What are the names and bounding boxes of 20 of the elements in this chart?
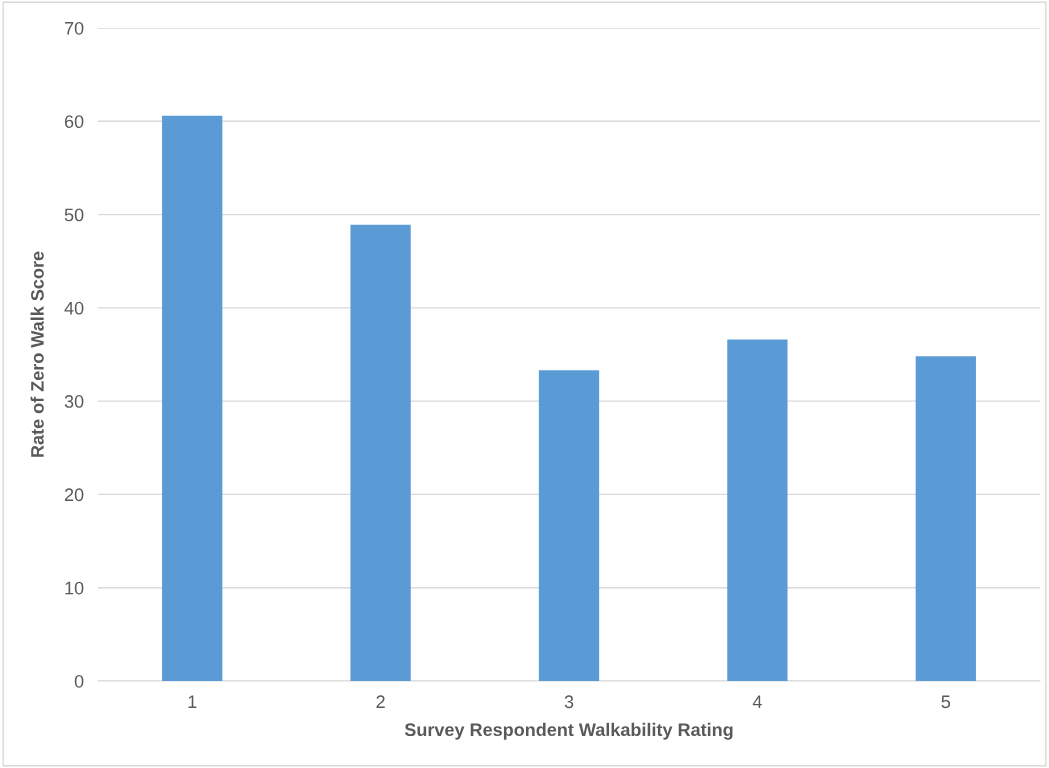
bar [727, 339, 788, 681]
x-tick-label: 3 [564, 695, 574, 709]
y-axis-title: Rate of Zero Walk Score [30, 251, 44, 457]
y-tick-label: 20 [64, 488, 84, 502]
y-tick-label: 30 [64, 395, 84, 408]
y-tick-label: 50 [64, 208, 84, 222]
y-tick-label: 10 [65, 581, 84, 595]
x-tick-label: 5 [941, 695, 951, 709]
x-axis-title: Survey Respondent Walkability Rating [404, 722, 733, 740]
y-tick-label: 0 [74, 674, 84, 688]
x-tick-label: 2 [376, 695, 385, 708]
y-tick-label: 40 [64, 301, 84, 315]
bar [162, 115, 223, 681]
bar [538, 370, 600, 681]
y-tick-label: 70 [64, 21, 84, 35]
bar [350, 224, 411, 681]
bar [915, 356, 976, 681]
x-tick-label: 4 [752, 695, 762, 708]
y-tick-label: 60 [64, 115, 84, 129]
x-tick-label: 1 [188, 695, 197, 708]
